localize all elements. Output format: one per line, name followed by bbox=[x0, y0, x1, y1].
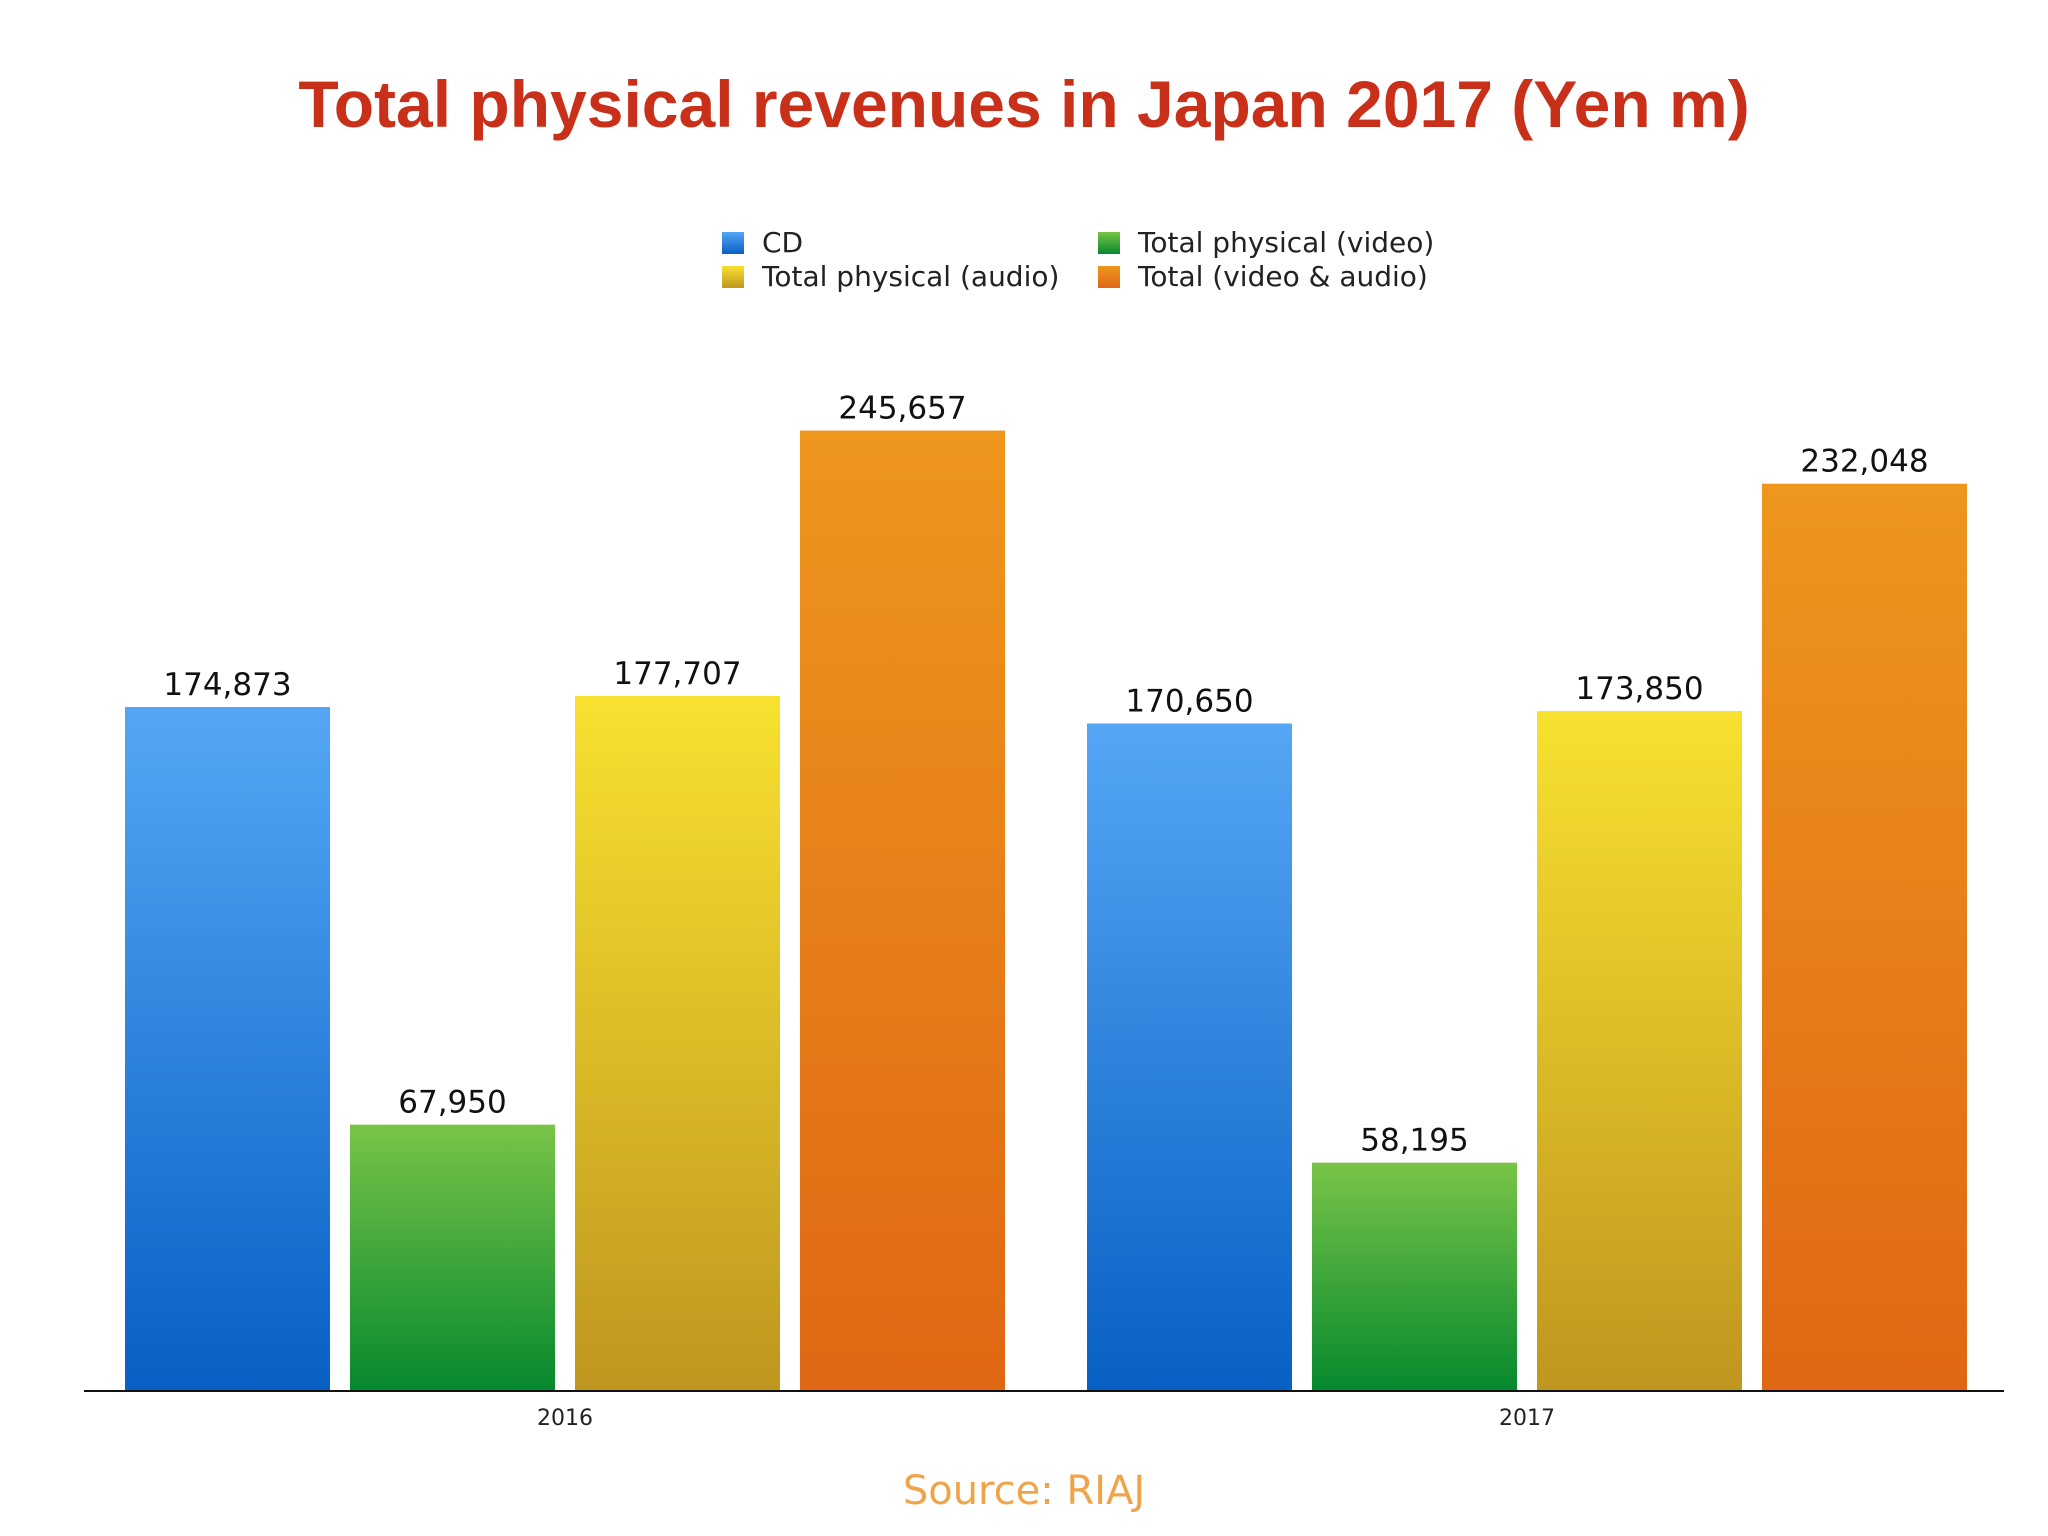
bar-2017-series-3 bbox=[1537, 711, 1742, 1390]
bar-2016-series-1 bbox=[125, 707, 330, 1390]
legend-item-video: Total physical (video) bbox=[1098, 226, 1434, 259]
bar-2016-series-3 bbox=[575, 695, 780, 1390]
legend-label-video: Total physical (video) bbox=[1138, 226, 1435, 259]
legend-swatch-total bbox=[1098, 265, 1120, 288]
source-note: Source: RIAJ bbox=[902, 1468, 1146, 1514]
bar-2017-series-1 bbox=[1087, 723, 1292, 1390]
legend-item-cd: CD bbox=[722, 226, 803, 259]
bar-2017-series-2 bbox=[1312, 1162, 1517, 1390]
data-label-2016-series-3: 177,707 bbox=[613, 656, 741, 692]
data-label-2017-series-2: 58,195 bbox=[1360, 1123, 1468, 1159]
data-label-2017-series-4: 232,048 bbox=[1800, 444, 1928, 480]
legend-label-audio: Total physical (audio) bbox=[762, 260, 1060, 293]
bar-2017-series-4 bbox=[1762, 483, 1967, 1390]
data-label-2016-series-1: 174,873 bbox=[163, 667, 291, 703]
bar-2016-series-4 bbox=[800, 430, 1005, 1390]
legend-label-cd: CD bbox=[762, 226, 804, 259]
bar-2016-series-2 bbox=[350, 1124, 555, 1390]
chart-title: Total physical revenues in Japan 2017 (Y… bbox=[298, 67, 1750, 141]
legend: CD Total physical (audio) Total physical… bbox=[722, 226, 1482, 302]
legend-label-total: Total (video & audio) bbox=[1138, 260, 1428, 293]
data-label-2016-series-4: 245,657 bbox=[838, 391, 966, 427]
legend-swatch-audio bbox=[722, 265, 744, 288]
data-label-2017-series-1: 170,650 bbox=[1125, 683, 1253, 719]
x-tick-label-2016: 2016 bbox=[537, 1406, 593, 1431]
data-label-2017-series-3: 173,850 bbox=[1575, 671, 1703, 707]
legend-swatch-cd bbox=[722, 231, 744, 254]
legend-item-audio: Total physical (audio) bbox=[722, 260, 1059, 293]
legend-swatch-video bbox=[1098, 231, 1120, 254]
data-label-2016-series-2: 67,950 bbox=[398, 1085, 506, 1121]
x-tick-label-2017: 2017 bbox=[1499, 1406, 1555, 1431]
legend-item-total: Total (video & audio) bbox=[1098, 260, 1428, 293]
